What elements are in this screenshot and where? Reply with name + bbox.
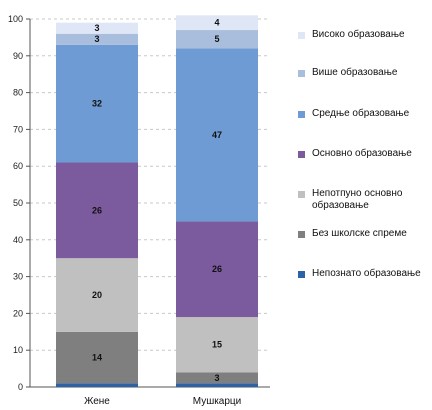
- data-label: 5: [214, 34, 219, 44]
- legend-swatch: [298, 32, 305, 39]
- legend-label: Основно образовање: [312, 148, 412, 159]
- legend-label: Непотпуно основно образовање: [312, 188, 403, 211]
- bar-segment: [176, 383, 258, 387]
- legend-item: Непознато образовање: [298, 268, 432, 280]
- bar-segment: [176, 372, 258, 384]
- legend-swatch: [298, 151, 305, 158]
- bar-segment: [176, 30, 258, 49]
- legend-swatch: [298, 191, 305, 198]
- legend-item: Високо образовање: [298, 29, 432, 41]
- y-tick-label: 80: [13, 88, 23, 98]
- bar-segment: [176, 48, 258, 222]
- y-tick-label: 60: [13, 161, 23, 171]
- y-tick-label: 100: [8, 14, 23, 24]
- legend-item: Основно образовање: [298, 148, 432, 160]
- y-tick-label: 0: [18, 382, 23, 392]
- legend-label: Без школске спреме: [312, 228, 407, 239]
- data-label: 26: [212, 264, 222, 274]
- data-label: 3: [94, 34, 99, 44]
- legend: Високо образовање Више образовање Средње о…: [298, 0, 432, 410]
- bar-segment: [56, 383, 138, 387]
- legend-swatch: [298, 271, 305, 278]
- data-label: 3: [214, 373, 219, 383]
- data-label: 3: [94, 23, 99, 33]
- x-category-label: Мушкарци: [193, 396, 242, 407]
- y-tick-label: 10: [13, 345, 23, 355]
- bar-segment: [56, 162, 138, 259]
- bar-segment: [176, 15, 258, 31]
- data-label: 26: [92, 205, 102, 215]
- legend-swatch: [298, 111, 305, 118]
- legend-label: Непознато образовање: [312, 268, 421, 279]
- bar-segment: [56, 331, 138, 384]
- bar-segment: [56, 44, 138, 163]
- y-tick-label: 70: [13, 124, 23, 134]
- data-label: 47: [212, 130, 222, 140]
- data-label: 14: [92, 353, 102, 363]
- bar-segment: [56, 22, 138, 34]
- data-label: 4: [214, 18, 219, 28]
- y-tick-label: 20: [13, 308, 23, 318]
- bar-segment: [176, 221, 258, 318]
- data-label: 32: [92, 99, 102, 109]
- legend-label: Високо образовање: [312, 29, 405, 40]
- y-tick-label: 50: [13, 198, 23, 208]
- legend-label: Више образовање: [312, 67, 398, 78]
- legend-label: Средње образовање: [312, 108, 410, 119]
- y-tick-label: 30: [13, 272, 23, 282]
- legend-item: Без школске спреме: [298, 228, 432, 240]
- legend-item: Непотпуно основно образовање: [298, 188, 432, 212]
- bar-segment: [56, 258, 138, 332]
- y-tick-label: 40: [13, 235, 23, 245]
- legend-item: Средње образовање: [298, 108, 432, 120]
- data-label: 20: [92, 290, 102, 300]
- stacked-bar-chart: 01020304050607080901001420263233Жене3152…: [8, 14, 270, 407]
- data-label: 15: [212, 340, 222, 350]
- x-category-label: Жене: [84, 396, 110, 407]
- bar-segment: [176, 317, 258, 373]
- legend-swatch: [298, 70, 305, 77]
- bar-segment: [56, 33, 138, 45]
- legend-item: Више образовање: [298, 67, 432, 79]
- legend-swatch: [298, 231, 305, 238]
- y-tick-label: 90: [13, 51, 23, 61]
